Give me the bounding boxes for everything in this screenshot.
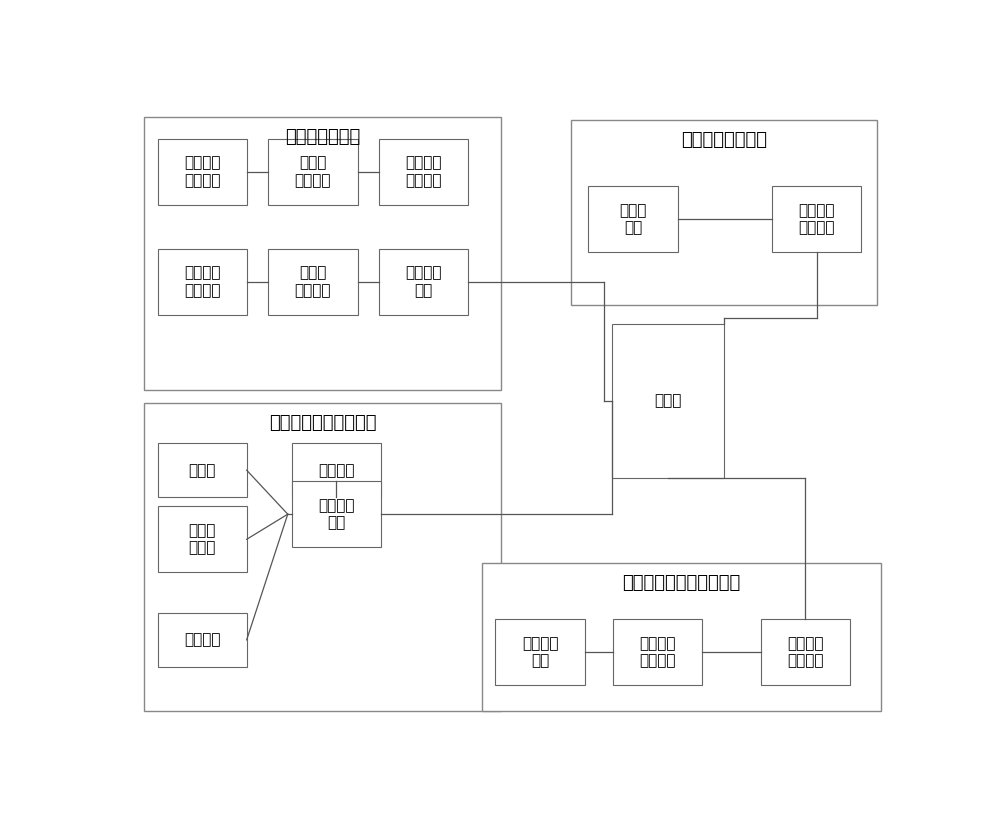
Bar [158, 139, 247, 205]
Bar [482, 563, 881, 711]
Text: 采集电极
（四个）: 采集电极 （四个） [184, 265, 220, 298]
Text: 心电信号采集模块: 心电信号采集模块 [681, 131, 767, 149]
Bar [588, 186, 678, 252]
Text: 采集段
隔离电路: 采集段 隔离电路 [295, 265, 331, 298]
Bar [495, 619, 585, 685]
Bar [379, 249, 468, 315]
Bar [571, 120, 877, 305]
Bar [612, 324, 724, 478]
Text: 心电信号
放大电路: 心电信号 放大电路 [798, 202, 835, 235]
Bar [158, 444, 247, 497]
Text: 宽带放大
解调电路: 宽带放大 解调电路 [787, 636, 823, 668]
Text: 参考电极: 参考电极 [184, 632, 220, 647]
Text: 超声换能
探头: 超声换能 探头 [522, 636, 558, 668]
Text: 三导联
电极: 三导联 电极 [619, 202, 647, 235]
Bar [292, 481, 381, 548]
Text: 经颅多普勒超声检测模块: 经颅多普勒超声检测模块 [622, 574, 740, 592]
Bar [268, 139, 358, 205]
Text: 激励段
隔离电路: 激励段 隔离电路 [295, 156, 331, 188]
Text: 视觉诱发电位采集模块: 视觉诱发电位采集模块 [269, 414, 376, 432]
Text: 脑阻抗采集模块: 脑阻抗采集模块 [285, 128, 360, 146]
Text: 地电极: 地电极 [188, 463, 216, 477]
Bar [292, 444, 381, 497]
Bar [158, 249, 247, 315]
Bar [158, 613, 247, 667]
Bar [144, 402, 501, 711]
Text: 放大调理
电路: 放大调理 电路 [406, 265, 442, 298]
Text: 电位放大
电路: 电位放大 电路 [318, 498, 354, 530]
Text: 闪烁光源: 闪烁光源 [318, 463, 354, 477]
Bar [613, 619, 702, 685]
Bar [772, 186, 861, 252]
Text: 激励电极
（两个）: 激励电极 （两个） [184, 156, 220, 188]
Bar [144, 117, 501, 390]
Bar [158, 506, 247, 572]
Text: 超声信号
控制单元: 超声信号 控制单元 [640, 636, 676, 668]
Bar [379, 139, 468, 205]
Bar [268, 249, 358, 315]
Text: 计算机: 计算机 [654, 393, 682, 409]
Text: 激励电流
发生电路: 激励电流 发生电路 [406, 156, 442, 188]
Bar [761, 619, 850, 685]
Text: 双导联
脑电极: 双导联 脑电极 [188, 523, 216, 556]
